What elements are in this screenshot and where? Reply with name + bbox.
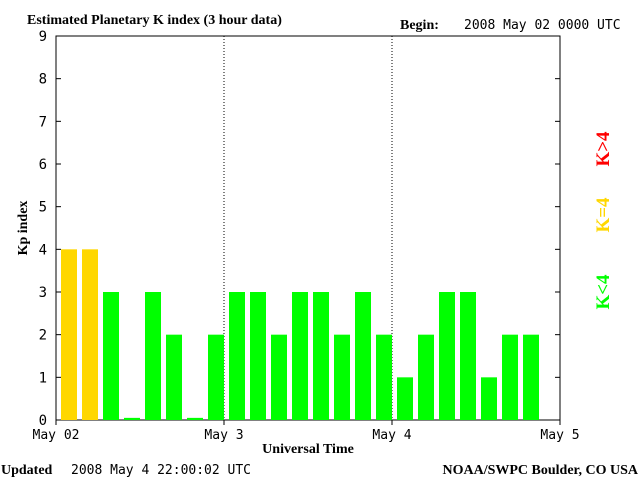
x-tick-label: May 02: [33, 428, 80, 443]
kp-bar: [439, 292, 455, 420]
updated-label: Updated: [1, 463, 53, 478]
y-tick-label: 1: [39, 370, 47, 386]
legend-equal-4: K=4: [593, 197, 614, 233]
updated-value: 2008 May 4 22:00:02 UTC: [71, 463, 251, 478]
kp-bar: [271, 334, 287, 420]
legend-below-4: K<4: [593, 274, 614, 310]
kp-bar: [187, 417, 203, 420]
kp-bar: [103, 292, 119, 420]
kp-bar: [334, 334, 350, 420]
day-boundary-lines: [223, 36, 393, 420]
kp-bar: [481, 377, 497, 420]
y-tick-label: 8: [39, 72, 47, 88]
y-tick-label: 7: [39, 114, 47, 130]
kp-bar: [313, 292, 329, 420]
kp-bar: [145, 292, 161, 420]
kp-bar: [208, 334, 224, 420]
begin-value: 2008 May 02 0000 UTC: [464, 18, 621, 33]
kp-bar: [82, 249, 98, 420]
kp-bar: [418, 334, 434, 420]
kp-bar: [355, 292, 371, 420]
legend-above-4: K>4: [593, 131, 614, 167]
kp-bar: [397, 377, 413, 420]
kp-bar: [460, 292, 476, 420]
kp-bar: [166, 334, 182, 420]
x-axis-ticks: May 02 May 3 May 4 May 5: [33, 420, 580, 443]
kp-bar: [502, 334, 518, 420]
kp-bar: [376, 334, 392, 420]
y-tick-label: 9: [39, 29, 47, 45]
kp-bars: [61, 249, 539, 420]
y-tick-label: 0: [39, 413, 47, 429]
y-axis-label: Kp index: [16, 201, 31, 256]
y-tick-label: 5: [39, 200, 47, 216]
begin-label: Begin:: [400, 18, 439, 33]
kp-bar: [250, 292, 266, 420]
x-axis-label: Universal Time: [262, 442, 354, 457]
chart-title: Estimated Planetary K index (3 hour data…: [27, 13, 282, 28]
kp-bar: [61, 249, 77, 420]
x-tick-label: May 3: [204, 428, 243, 443]
y-tick-label: 3: [39, 285, 47, 301]
y-tick-label: 6: [39, 157, 47, 173]
kp-bar: [292, 292, 308, 420]
x-tick-label: May 5: [540, 428, 579, 443]
y-tick-label: 2: [39, 328, 47, 344]
kp-bar: [124, 417, 140, 420]
source-credit: NOAA/SWPC Boulder, CO USA: [442, 463, 638, 478]
y-tick-label: 4: [39, 242, 47, 258]
x-tick-label: May 4: [372, 428, 411, 443]
y-axis-ticks: 0 1 2 3 4 5 6 7 8 9: [39, 29, 560, 429]
kp-bar: [229, 292, 245, 420]
kp-bar: [523, 334, 539, 420]
